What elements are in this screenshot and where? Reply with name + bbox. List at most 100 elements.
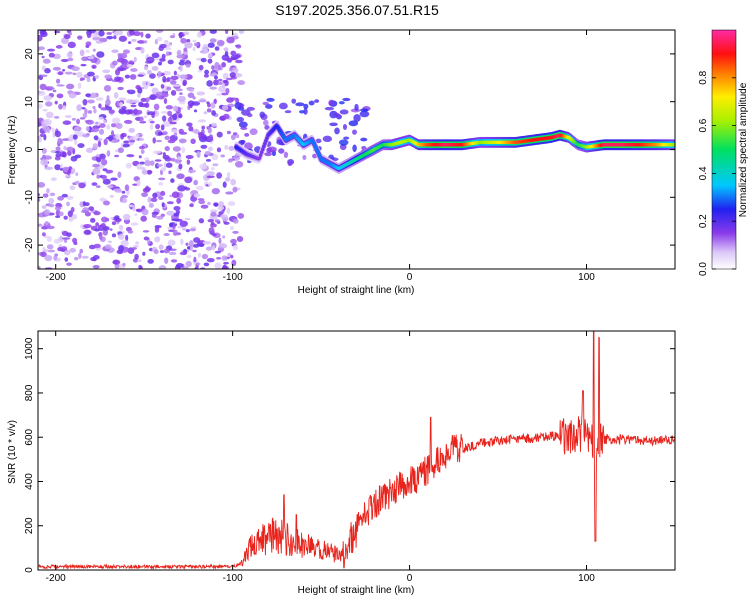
noise-blob	[201, 253, 209, 260]
noise-blob	[81, 56, 89, 62]
noise-blob	[164, 145, 170, 152]
noise-blob	[100, 107, 108, 111]
noise-blob	[79, 117, 86, 120]
noise-blob	[149, 123, 154, 131]
noise-blob	[169, 121, 177, 125]
noise-blob	[168, 251, 177, 256]
noise-blob	[74, 154, 82, 159]
noise-blob	[72, 237, 78, 244]
noise-blob	[101, 174, 107, 181]
noise-blob	[163, 233, 170, 237]
noise-blob	[151, 52, 160, 59]
noise-blob	[130, 222, 139, 226]
noise-blob	[129, 30, 136, 36]
noise-blob	[230, 178, 237, 186]
noise-blob	[165, 51, 169, 57]
x-tick-label: 100	[578, 272, 595, 283]
noise-blob	[259, 111, 266, 119]
noise-blob	[207, 58, 213, 64]
noise-blob	[237, 213, 245, 219]
noise-blob	[233, 73, 243, 78]
noise-blob	[211, 153, 219, 161]
noise-blob	[54, 30, 61, 34]
noise-blob	[64, 174, 72, 178]
noise-blob	[177, 156, 182, 160]
noise-blob	[184, 217, 191, 221]
noise-blob	[130, 68, 138, 72]
noise-blob	[115, 149, 119, 153]
noise-blob	[50, 177, 57, 182]
noise-blob	[114, 154, 120, 158]
noise-blob	[100, 222, 106, 229]
noise-blob	[129, 74, 137, 80]
noise-blob	[57, 137, 63, 145]
noise-blob	[161, 115, 167, 122]
noise-blob	[216, 147, 222, 153]
noise-blob	[143, 65, 149, 71]
noise-blob	[152, 137, 156, 144]
noise-blob	[176, 197, 182, 204]
noise-blob	[95, 40, 104, 44]
noise-blob	[95, 121, 99, 125]
snr-xlabel: Height of straight line (km)	[298, 585, 415, 596]
noise-blob	[128, 127, 136, 133]
noise-blob	[185, 260, 192, 268]
snr-ylabel: SNR (10 * v/v)	[7, 420, 18, 484]
noise-blob	[99, 153, 106, 160]
noise-blob	[187, 105, 191, 111]
noise-blob	[86, 76, 91, 83]
noise-blob	[205, 246, 213, 251]
noise-blob	[207, 127, 212, 134]
noise-blob	[147, 196, 152, 203]
noise-blob	[146, 69, 152, 75]
noise-blob	[167, 110, 173, 117]
chart-title: S197.2025.356.07.51.R15	[275, 2, 439, 18]
noise-blob	[92, 258, 97, 262]
noise-blob	[154, 110, 160, 117]
noise-blob	[202, 240, 212, 245]
noise-blob	[156, 36, 163, 42]
noise-blob	[361, 146, 367, 150]
noise-blob	[99, 197, 107, 202]
noise-blob	[210, 167, 215, 171]
noise-blob	[141, 80, 147, 87]
noise-blob	[175, 88, 183, 92]
noise-blob	[156, 30, 164, 33]
noise-blob	[109, 195, 114, 198]
noise-blob	[217, 64, 222, 71]
noise-blob	[224, 30, 229, 35]
noise-blob	[266, 97, 275, 102]
noise-blob	[262, 101, 269, 106]
noise-blob	[178, 128, 184, 134]
noise-blob	[149, 73, 156, 79]
noise-blob	[121, 198, 128, 204]
noise-blob	[163, 98, 168, 104]
noise-blob	[83, 224, 92, 229]
noise-blob	[353, 114, 361, 122]
noise-blob	[214, 250, 221, 254]
noise-blob	[77, 82, 82, 89]
y-tick-label: -20	[24, 237, 35, 252]
noise-blob	[64, 257, 69, 262]
noise-blob	[53, 255, 58, 261]
noise-blob	[44, 209, 51, 216]
noise-blob	[124, 74, 130, 79]
noise-blob	[177, 95, 186, 102]
noise-blob	[66, 232, 72, 238]
noise-blob	[207, 102, 211, 108]
noise-blob	[48, 87, 55, 90]
noise-blob	[99, 235, 103, 240]
noise-blob	[196, 31, 203, 38]
noise-blob	[198, 119, 206, 123]
noise-blob	[302, 155, 307, 161]
noise-blob	[165, 162, 173, 168]
noise-blob	[142, 251, 146, 256]
noise-blob	[92, 265, 100, 269]
noise-blob	[173, 206, 181, 211]
noise-blob	[170, 75, 179, 81]
noise-blob	[111, 233, 117, 238]
noise-blob	[167, 226, 173, 230]
noise-blob	[119, 102, 123, 107]
noise-blob	[225, 191, 234, 195]
